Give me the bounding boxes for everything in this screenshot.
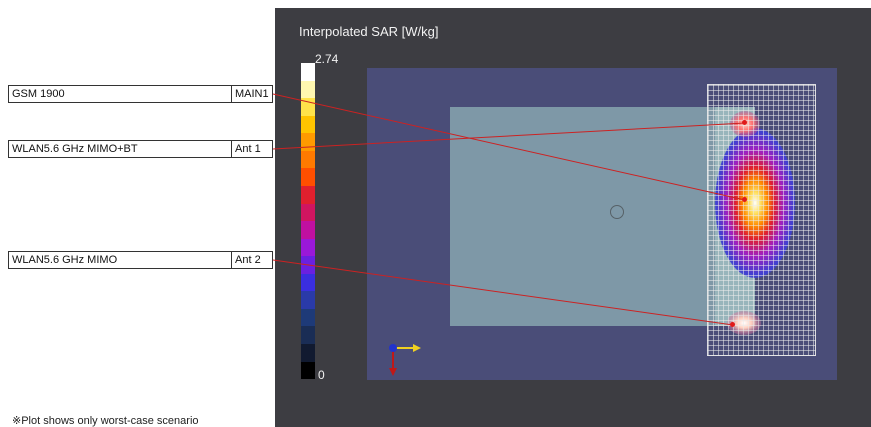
axes-icon <box>389 344 421 376</box>
scale-min-label: 0 <box>318 368 325 382</box>
band-name: WLAN5.6 GHz MIMO <box>9 252 232 268</box>
sar-title: Interpolated SAR [W/kg] <box>299 24 439 39</box>
colorbar-segment <box>301 98 315 116</box>
label-row-gsm1900: GSM 1900 MAIN1 <box>8 85 273 103</box>
sar-marker-main <box>742 197 747 202</box>
colorbar-segment <box>301 168 315 186</box>
colorbar-segment <box>301 273 315 292</box>
colorbar-segment <box>301 291 315 309</box>
label-row-wlan-mimo: WLAN5.6 GHz MIMO Ant 2 <box>8 251 273 269</box>
colorbar-segment <box>301 361 315 380</box>
colorbar-segment <box>301 221 315 239</box>
sar-marker-ant1 <box>742 120 747 125</box>
colorbar-segment <box>301 238 315 257</box>
band-name: WLAN5.6 GHz MIMO+BT <box>9 141 232 157</box>
measurement-grid <box>707 84 816 356</box>
colorbar-segment <box>301 133 315 151</box>
sar-plot-panel: Interpolated SAR [W/kg] 2.74 0 <box>275 8 871 427</box>
label-row-wlan-mimo-bt: WLAN5.6 GHz MIMO+BT Ant 1 <box>8 140 273 158</box>
colorbar-segment <box>301 80 315 99</box>
colorbar-segment <box>301 185 315 204</box>
footnote: ※Plot shows only worst-case scenario <box>12 415 199 427</box>
colorbar-segment <box>301 203 315 222</box>
colorbar-segment <box>301 150 315 169</box>
colorbar-segment <box>301 308 315 327</box>
colorbar-segment <box>301 344 315 362</box>
scale-max-label: 2.74 <box>315 52 339 66</box>
colorbar-segment <box>301 326 315 344</box>
antenna-name: MAIN1 <box>235 88 269 100</box>
sar-marker-ant2 <box>730 322 735 327</box>
antenna-name: Ant 2 <box>235 254 261 266</box>
antenna-name: Ant 1 <box>235 143 261 155</box>
colorbar <box>301 63 315 380</box>
colorbar-segment <box>301 115 315 134</box>
center-mark-icon <box>610 205 624 219</box>
band-name: GSM 1900 <box>9 86 232 102</box>
colorbar-segment <box>301 63 315 81</box>
colorbar-segment <box>301 256 315 274</box>
